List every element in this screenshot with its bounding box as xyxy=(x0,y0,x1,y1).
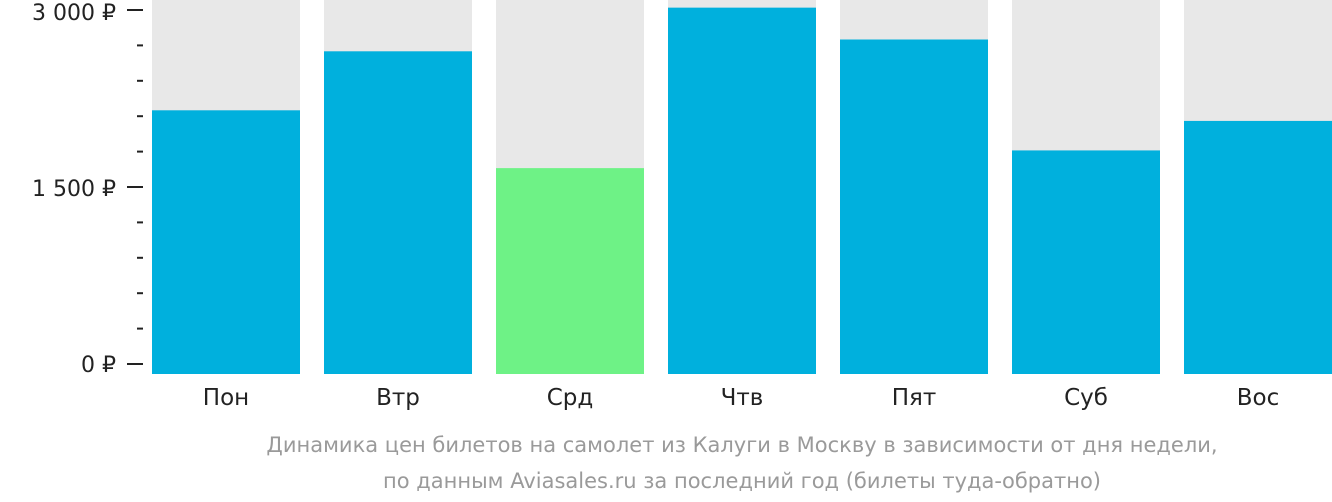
x-axis: Пон Втр Срд Чтв Пят Суб Вос xyxy=(203,385,1279,411)
bar-tue xyxy=(324,51,472,375)
bar-sat xyxy=(1012,150,1160,374)
bar-mon xyxy=(152,110,300,375)
x-tick-label-tue: Втр xyxy=(376,385,420,411)
bar-fri xyxy=(840,39,988,374)
x-tick-label-thu: Чтв xyxy=(721,385,764,411)
bar-group xyxy=(152,7,1332,375)
caption-line-2: по данным Aviasales.ru за последний год … xyxy=(383,469,1101,493)
x-tick-label-mon: Пон xyxy=(203,385,249,411)
bar-thu xyxy=(668,7,816,374)
x-tick-label-sat: Суб xyxy=(1064,385,1108,411)
x-tick-label-fri: Пят xyxy=(892,385,937,411)
y-tick-label-1500: 1 500 ₽ xyxy=(32,177,116,202)
y-tick-label-3000: 3 000 ₽ xyxy=(32,1,116,26)
x-tick-label-wed: Срд xyxy=(547,385,594,411)
bar-sun xyxy=(1184,120,1332,374)
bar-wed xyxy=(496,168,644,374)
y-tick-label-0: 0 ₽ xyxy=(81,353,116,378)
chart-caption: Динамика цен билетов на самолет из Калуг… xyxy=(266,433,1217,493)
caption-line-1: Динамика цен билетов на самолет из Калуг… xyxy=(266,433,1217,457)
x-tick-label-sun: Вос xyxy=(1237,385,1280,411)
y-axis: 3 000 ₽ 1 500 ₽ 0 ₽ xyxy=(32,1,143,378)
